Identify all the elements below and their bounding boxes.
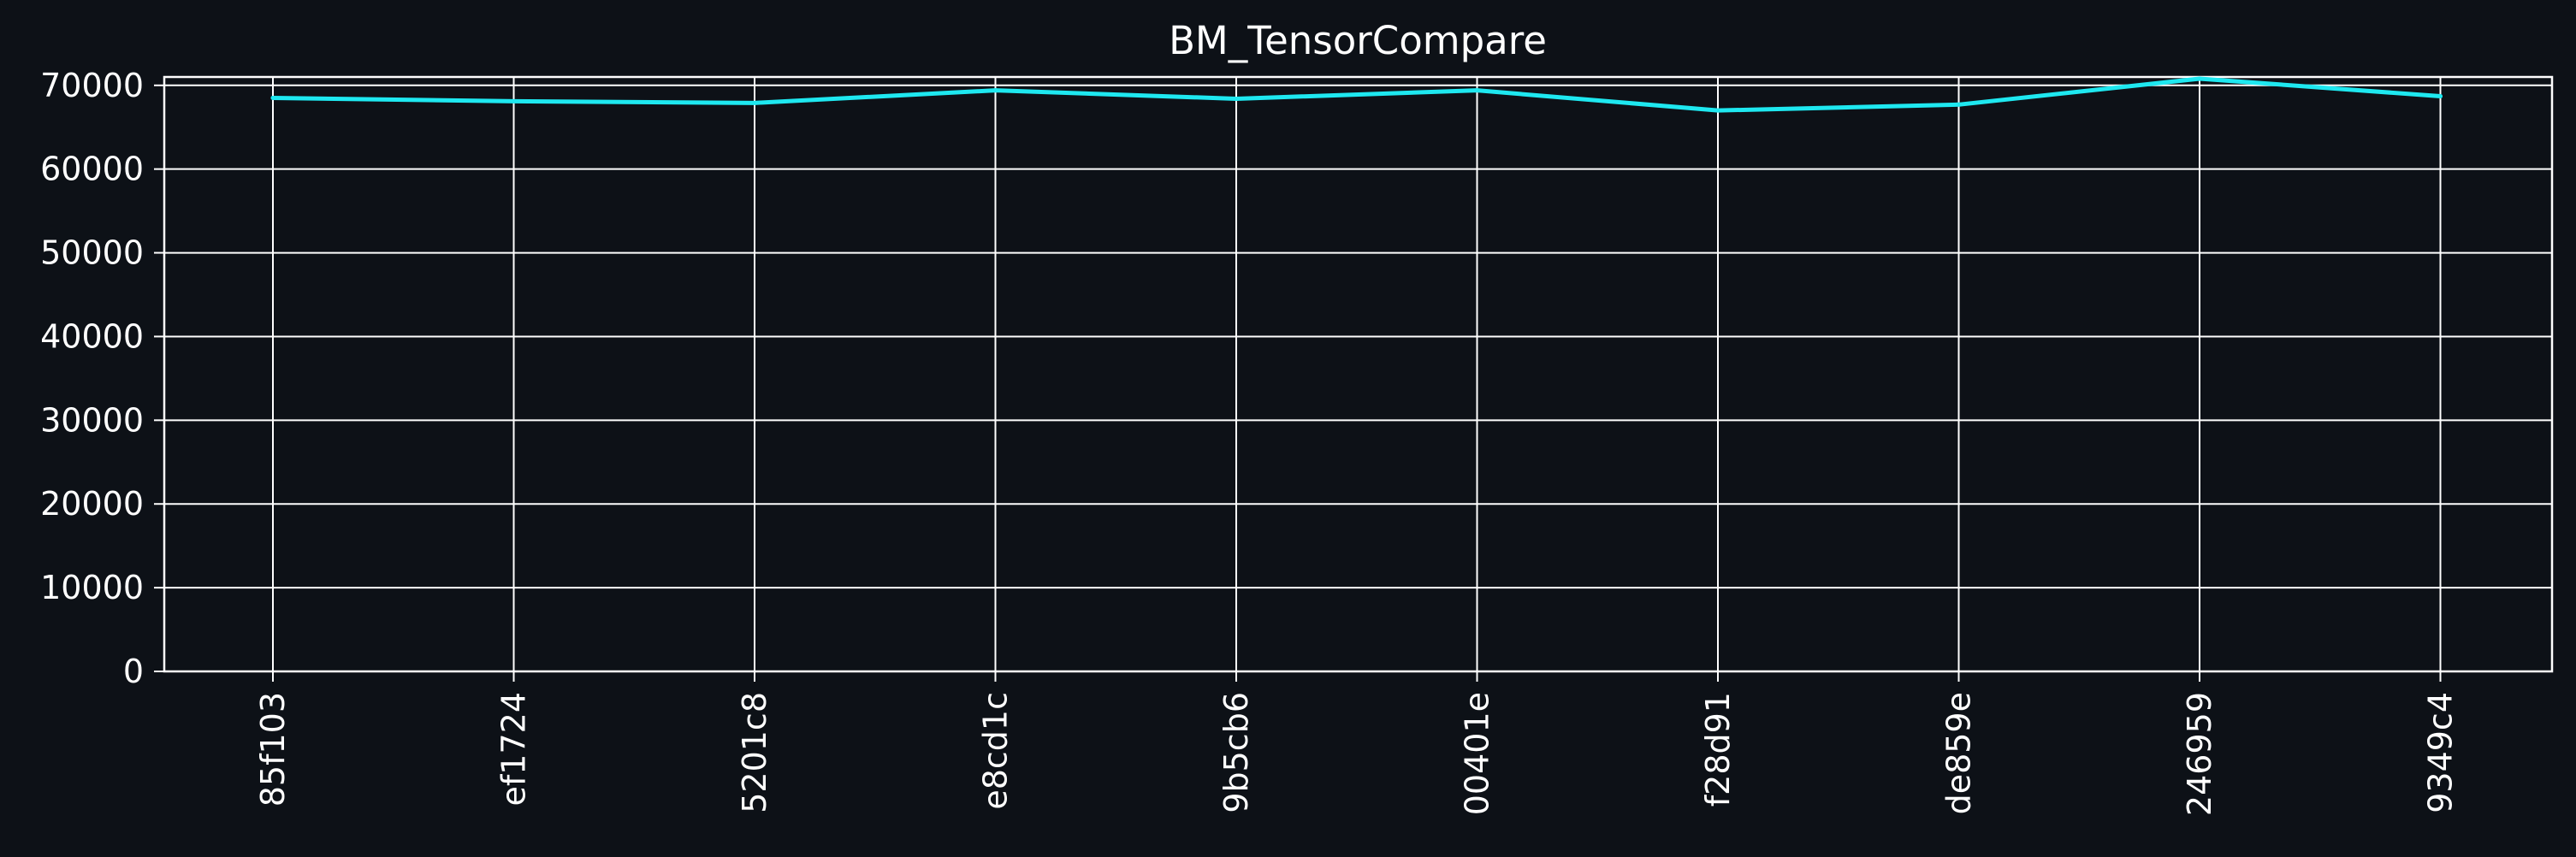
- data-point: [2438, 94, 2443, 99]
- x-tick-label: f28d91: [1699, 692, 1737, 807]
- x-tick-label: 9349c4: [2422, 692, 2460, 813]
- grid-layer: [164, 77, 2552, 672]
- data-point: [1957, 102, 1961, 107]
- y-tick-label: 50000: [40, 234, 144, 272]
- ticks-layer: 0 10000 20000 30000 40000 50000 60000 70000 85f1…: [40, 67, 2459, 816]
- axes-layer: [154, 75, 2554, 682]
- y-tick-label: 40000: [40, 317, 144, 355]
- data-point: [1715, 108, 1720, 113]
- y-tick-label: 60000: [40, 151, 144, 188]
- x-tick-label: ef1724: [495, 692, 533, 806]
- x-tick-label: 5201c8: [736, 692, 773, 813]
- y-tick-label: 70000: [40, 67, 144, 104]
- data-point: [1234, 96, 1239, 101]
- x-tick-label: 00401e: [1459, 692, 1496, 815]
- y-tick-label: 0: [123, 653, 144, 690]
- data-point: [993, 88, 998, 93]
- data-point: [512, 98, 516, 103]
- x-tick-label: 9b5cb6: [1217, 692, 1255, 813]
- plot-frame: [163, 75, 2554, 673]
- series-layer: [270, 76, 2443, 113]
- data-point: [2197, 76, 2202, 81]
- y-tick-label: 10000: [40, 569, 144, 606]
- data-point: [270, 95, 275, 100]
- x-tick-label: 246959: [2181, 692, 2218, 816]
- y-tick-label: 30000: [40, 401, 144, 439]
- x-tick-label: 85f103: [254, 692, 292, 807]
- data-point: [752, 100, 757, 105]
- series-line: [270, 76, 2443, 113]
- x-tick-label: de859e: [1940, 692, 1978, 814]
- data-point: [1475, 88, 1479, 93]
- y-tick-label: 20000: [40, 485, 144, 523]
- chart-title: BM_TensorCompare: [1169, 18, 1547, 63]
- x-tick-label: e8cd1c: [977, 692, 1015, 810]
